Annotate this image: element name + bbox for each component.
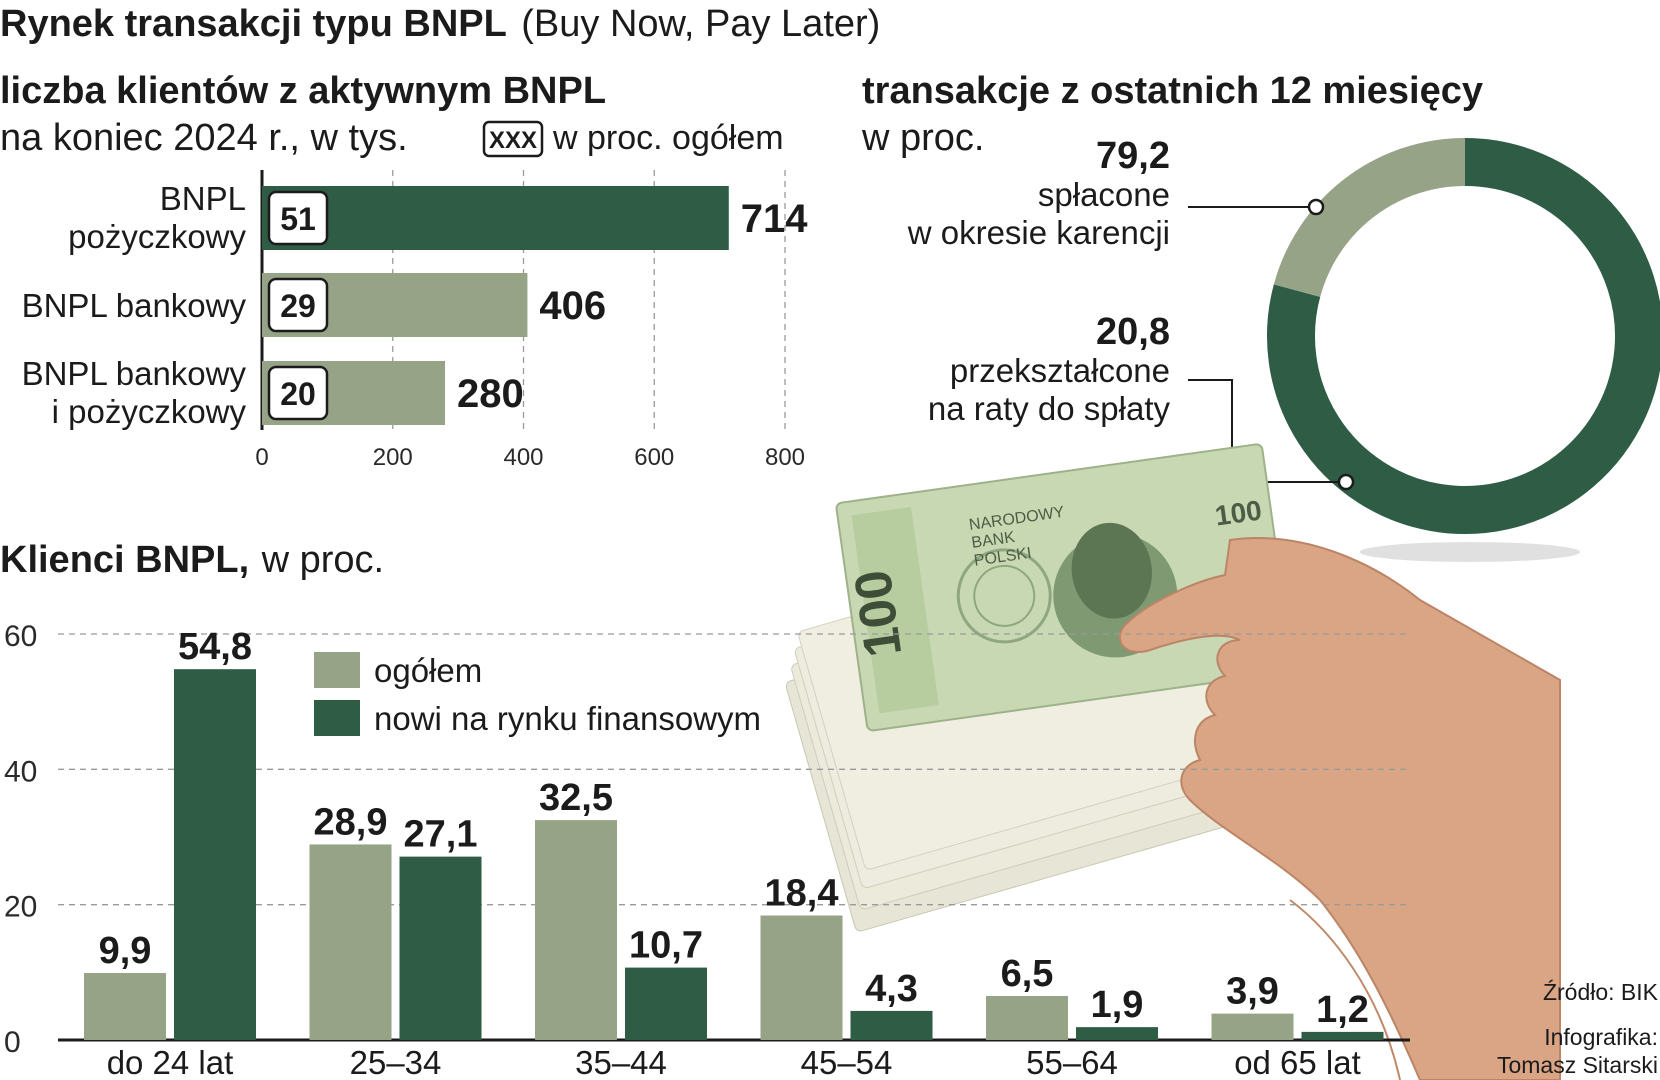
callout-dot xyxy=(1337,473,1355,491)
svg-text:100: 100 xyxy=(1213,494,1264,531)
value-label: 280 xyxy=(457,372,524,416)
slice-label: spłacone xyxy=(1038,176,1170,213)
bar xyxy=(625,967,707,1040)
value-label: 9,9 xyxy=(99,930,152,972)
slice-label: w okresie karencji xyxy=(907,214,1170,251)
category-label: od 65 lat xyxy=(1234,1044,1361,1080)
value-label: 1,9 xyxy=(1091,984,1144,1026)
category-label: i pożyczkowy xyxy=(52,393,247,430)
value-label: 714 xyxy=(741,197,808,241)
x-tick-label: 800 xyxy=(765,444,805,471)
value-label: 1,2 xyxy=(1316,989,1369,1031)
clients-chart-title: liczba klientów z aktywnym BNPL xyxy=(0,70,606,112)
percent-label: 20 xyxy=(280,376,316,412)
category-label: BNPL xyxy=(160,180,246,217)
y-tick-label: 60 xyxy=(4,620,37,653)
percent-box xyxy=(267,365,329,421)
x-tick-label: 200 xyxy=(373,444,413,471)
credit-line-1: Infografika: xyxy=(1544,1024,1658,1050)
banknotes-hand-illustration: 100 NARODOWY BANK POLSKI 100 xyxy=(785,443,1580,1080)
category-label: 35–44 xyxy=(575,1044,667,1080)
category-label: 25–34 xyxy=(350,1044,442,1080)
slice-value-label: 20,8 xyxy=(1096,311,1170,353)
y-tick-label: 20 xyxy=(4,891,37,924)
category-label: pożyczkowy xyxy=(68,218,246,255)
bar xyxy=(399,856,482,1040)
bar xyxy=(1211,1013,1294,1040)
category-label: BNPL bankowy xyxy=(22,287,247,324)
bar xyxy=(1301,1031,1384,1040)
value-label: 28,9 xyxy=(314,801,388,843)
category-label: 55–64 xyxy=(1026,1044,1118,1080)
age-chart-title-bold: Klienci BNPL, xyxy=(0,539,249,581)
main-title: Rynek transakcji typu BNPL (Buy Now, Pay… xyxy=(0,3,880,45)
main-title-light: (Buy Now, Pay Later) xyxy=(521,3,880,45)
legend-box-icon xyxy=(482,120,544,158)
bar xyxy=(760,915,843,1040)
age-chart-title-light: w proc. xyxy=(261,539,384,581)
bar xyxy=(986,996,1068,1040)
bar xyxy=(262,186,729,250)
category-label: 45–54 xyxy=(801,1044,893,1080)
clients-chart-subtitle: na koniec 2024 r., w tys. xyxy=(0,117,408,159)
credit-line-2: Tomasz Sitarski xyxy=(1497,1052,1658,1078)
source-note: Źródło: BIK xyxy=(1543,979,1659,1005)
category-label: BNPL bankowy xyxy=(22,355,247,392)
legend-box-text: XXX xyxy=(489,127,537,154)
bar xyxy=(1076,1027,1158,1040)
x-tick-label: 0 xyxy=(255,444,268,471)
percent-box xyxy=(267,190,329,246)
value-label: 10,7 xyxy=(629,925,703,967)
bar xyxy=(174,669,256,1040)
category-label: do 24 lat xyxy=(107,1044,234,1080)
value-label: 18,4 xyxy=(765,872,839,914)
slice-label: na raty do spłaty xyxy=(928,390,1171,427)
callout-line xyxy=(1188,379,1346,483)
age-chart-title: Klienci BNPL, w proc. xyxy=(0,539,384,581)
value-label: 3,9 xyxy=(1226,971,1279,1013)
bar xyxy=(84,973,166,1040)
svg-text:100: 100 xyxy=(844,567,914,661)
value-label: 54,8 xyxy=(178,626,252,668)
callout-dot xyxy=(1307,198,1325,216)
y-tick-label: 0 xyxy=(4,1026,21,1059)
value-label: 27,1 xyxy=(404,814,478,856)
donut-slice xyxy=(1273,138,1466,298)
slice-value-label: 79,2 xyxy=(1096,135,1170,177)
percent-label: 51 xyxy=(280,201,316,237)
legend-text: w proc. ogółem xyxy=(552,119,784,157)
value-label: 4,3 xyxy=(865,968,918,1010)
x-tick-label: 600 xyxy=(634,444,674,471)
bar xyxy=(309,844,392,1040)
transactions-chart-subtitle: w proc. xyxy=(861,117,984,159)
legend-swatch xyxy=(314,652,360,688)
x-tick-label: 400 xyxy=(503,444,543,471)
donut-slice xyxy=(1267,138,1660,534)
percent-label: 29 xyxy=(280,288,316,324)
y-tick-label: 40 xyxy=(4,755,37,788)
bar xyxy=(850,1010,933,1040)
clients-legend: XXX w proc. ogółem xyxy=(482,119,784,158)
value-label: 6,5 xyxy=(1001,953,1054,995)
main-title-bold: Rynek transakcji typu BNPL xyxy=(0,3,507,45)
svg-text:BANK: BANK xyxy=(970,529,1016,552)
legend-label: nowi na rynku finansowym xyxy=(374,700,761,737)
value-label: 32,5 xyxy=(539,777,613,819)
percent-box xyxy=(267,277,329,333)
slice-label: przekształcone xyxy=(950,352,1170,389)
legend-swatch xyxy=(314,700,360,736)
age-grouped-bar-chart: 0 20 40 60 9,9 54,8 do 24 lat 28,9 27,1 25–34 32,5… xyxy=(4,620,1410,1080)
transactions-chart-title: transakcje z ostatnich 12 miesięcy xyxy=(862,70,1483,112)
value-label: 406 xyxy=(539,284,606,328)
bar xyxy=(535,820,617,1040)
legend-label: ogółem xyxy=(374,652,482,689)
